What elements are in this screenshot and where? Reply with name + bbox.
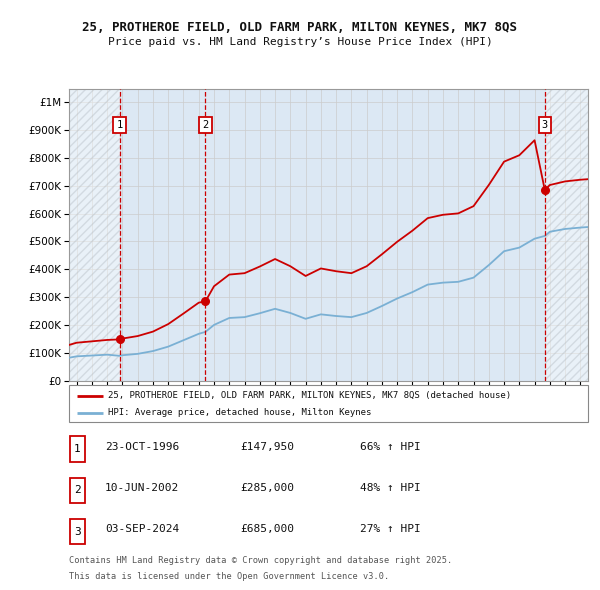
Text: This data is licensed under the Open Government Licence v3.0.: This data is licensed under the Open Gov…: [69, 572, 389, 581]
Text: HPI: Average price, detached house, Milton Keynes: HPI: Average price, detached house, Milt…: [108, 408, 371, 417]
FancyBboxPatch shape: [69, 385, 588, 422]
Text: £285,000: £285,000: [240, 483, 294, 493]
Text: 1: 1: [116, 120, 122, 130]
Text: 2: 2: [74, 486, 81, 495]
Text: 27% ↑ HPI: 27% ↑ HPI: [360, 525, 421, 534]
Text: Price paid vs. HM Land Registry’s House Price Index (HPI): Price paid vs. HM Land Registry’s House …: [107, 37, 493, 47]
Bar: [69, 88, 119, 381]
Text: 25, PROTHEROE FIELD, OLD FARM PARK, MILTON KEYNES, MK7 8QS (detached house): 25, PROTHEROE FIELD, OLD FARM PARK, MILT…: [108, 391, 511, 400]
Text: 25, PROTHEROE FIELD, OLD FARM PARK, MILTON KEYNES, MK7 8QS: 25, PROTHEROE FIELD, OLD FARM PARK, MILT…: [83, 21, 517, 34]
Text: 66% ↑ HPI: 66% ↑ HPI: [360, 442, 421, 451]
Text: 2: 2: [202, 120, 209, 130]
Text: 48% ↑ HPI: 48% ↑ HPI: [360, 483, 421, 493]
Text: 10-JUN-2002: 10-JUN-2002: [105, 483, 179, 493]
Text: 1: 1: [74, 444, 81, 454]
Text: 23-OCT-1996: 23-OCT-1996: [105, 442, 179, 451]
Bar: [545, 88, 588, 381]
Text: 03-SEP-2024: 03-SEP-2024: [105, 525, 179, 534]
Text: £685,000: £685,000: [240, 525, 294, 534]
Text: £147,950: £147,950: [240, 442, 294, 451]
Text: Contains HM Land Registry data © Crown copyright and database right 2025.: Contains HM Land Registry data © Crown c…: [69, 556, 452, 565]
Text: 3: 3: [542, 120, 548, 130]
Text: 3: 3: [74, 527, 81, 536]
